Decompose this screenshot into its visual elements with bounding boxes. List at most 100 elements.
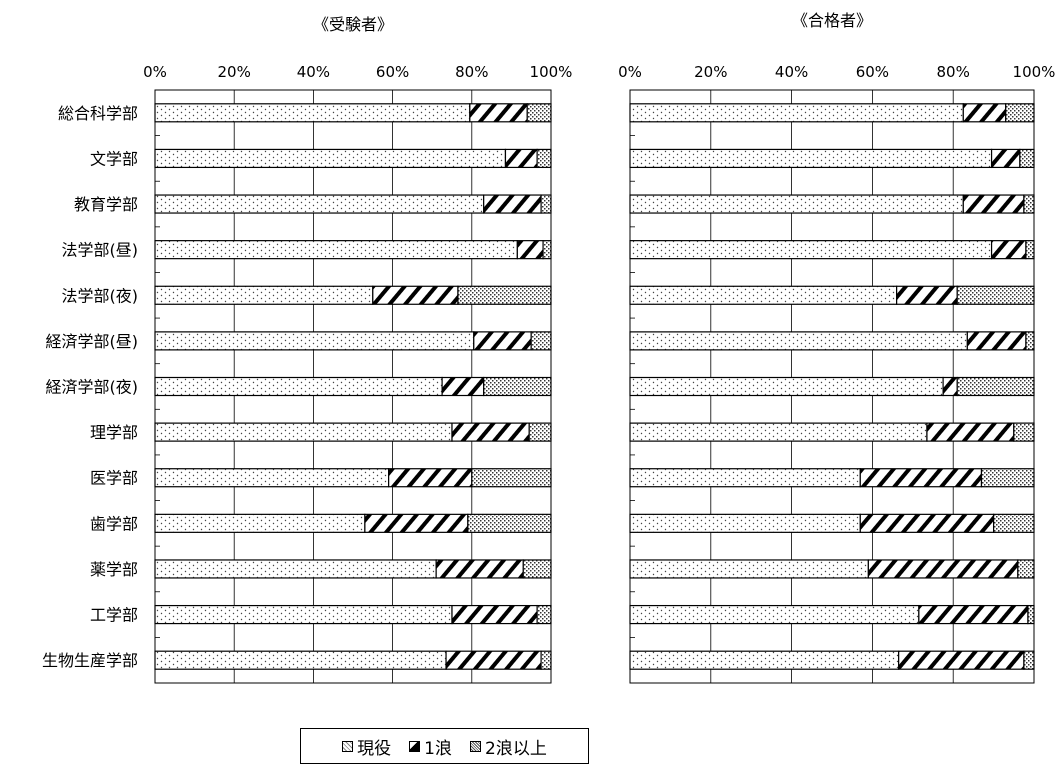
- examinees-bar-12-series-1: [445, 650, 542, 670]
- passers-bar-9-series-0: [629, 513, 861, 533]
- examinees-bar-4-series-1: [372, 285, 459, 305]
- examinees-bar-3-series-2: [542, 240, 552, 260]
- passers-bar-1-series-2: [1019, 148, 1035, 169]
- examinees-bar-10-series-1: [435, 559, 524, 579]
- passers-tick-label-0: 0%: [618, 63, 642, 81]
- examinees-bar-11-series-1: [451, 604, 538, 625]
- passers-bar-10-series-1: [867, 559, 1019, 579]
- examinees-bar-0-series-1: [469, 103, 528, 123]
- examinees-tick-label-2: 40%: [297, 63, 330, 81]
- legend-item-genneki: 現役: [342, 734, 391, 759]
- examinees-bar-7-series-1: [451, 422, 530, 442]
- examinees-tick-label-5: 100%: [530, 63, 573, 81]
- examinees-bar-10-series-2: [522, 559, 552, 579]
- passers-tick-label-2: 40%: [775, 63, 808, 81]
- passers-bar-3-series-2: [1025, 240, 1035, 260]
- category-label-11: 工学部: [90, 606, 138, 625]
- examinees-bar-5-series-0: [154, 331, 475, 351]
- passers-bar-5-series-0: [629, 331, 968, 351]
- category-label-10: 薬学部: [90, 560, 138, 579]
- legend-swatch-genneki: [342, 740, 354, 752]
- examinees-bar-1-series-2: [536, 148, 552, 169]
- category-label-6: 経済学部(夜): [46, 378, 139, 397]
- examinees-bar-1-series-1: [504, 148, 538, 169]
- category-label-9: 歯学部: [90, 514, 138, 533]
- examinees-bar-4-series-0: [154, 285, 374, 305]
- passers-bar-4-series-0: [629, 285, 898, 305]
- passers-bar-0-series-0: [629, 103, 964, 123]
- passers-bar-2-series-2: [1023, 194, 1035, 214]
- legend-label-niro: 2浪以上: [485, 738, 547, 759]
- category-label-5: 経済学部(昼): [46, 332, 139, 351]
- examinees-bar-8-series-2: [471, 468, 552, 488]
- passers-bar-8-series-1: [859, 468, 983, 488]
- passers-bar-6-series-1: [942, 376, 958, 397]
- examinees-bar-7-series-2: [528, 422, 552, 442]
- passers-bar-8-series-2: [980, 468, 1035, 488]
- examinees-bar-7-series-0: [154, 422, 453, 442]
- passers-bar-9-series-1: [859, 513, 995, 533]
- passers-tick-label-5: 100%: [1013, 63, 1056, 81]
- passers-bar-11-series-2: [1027, 604, 1035, 625]
- examinees-tick-label-1: 20%: [218, 63, 251, 81]
- examinees-bar-0-series-2: [526, 103, 552, 123]
- examinees-bar-5-series-2: [530, 331, 552, 351]
- legend-item-niro: 2浪以上: [470, 734, 547, 759]
- examinees-bar-11-series-2: [536, 604, 552, 625]
- legend-label-ichiro: 1浪: [424, 738, 452, 759]
- examinees-title: 《受験者》: [313, 15, 393, 34]
- passers-bar-5-series-2: [1025, 331, 1035, 351]
- examinees-bar-3-series-0: [154, 240, 518, 260]
- legend-item-ichiro: 1浪: [409, 734, 452, 759]
- passers-bar-7-series-1: [926, 422, 1015, 442]
- examinees-bar-1-series-0: [154, 148, 507, 169]
- examinees-bar-9-series-2: [467, 513, 552, 533]
- passers-tick-label-4: 80%: [937, 63, 970, 81]
- examinees-bar-2-series-1: [483, 194, 542, 214]
- passers-bar-9-series-2: [992, 513, 1035, 533]
- passers-bar-0-series-1: [962, 103, 1007, 123]
- passers-bar-6-series-2: [956, 376, 1035, 397]
- examinees-bar-0-series-0: [154, 103, 471, 123]
- category-label-3: 法学部(昼): [62, 241, 139, 260]
- examinees-bar-4-series-2: [457, 285, 552, 305]
- examinees-bar-9-series-0: [154, 513, 366, 533]
- passers-bar-3-series-0: [629, 240, 993, 260]
- category-label-7: 理学部: [90, 423, 138, 442]
- category-label-8: 医学部: [90, 469, 138, 488]
- passers-bar-8-series-0: [629, 468, 861, 488]
- category-label-4: 法学部(夜): [62, 286, 139, 305]
- legend-swatch-ichiro: [409, 740, 421, 752]
- passers-tick-label-1: 20%: [694, 63, 727, 81]
- passers-bar-2-series-0: [629, 194, 964, 214]
- examinees-bar-12-series-0: [154, 650, 447, 670]
- examinees-bar-12-series-2: [540, 650, 552, 670]
- passers-bar-10-series-0: [629, 559, 869, 579]
- passers-bar-10-series-2: [1017, 559, 1035, 579]
- passers-bar-4-series-1: [896, 285, 958, 305]
- examinees-bar-6-series-0: [154, 376, 443, 397]
- examinees-bar-6-series-2: [483, 376, 552, 397]
- examinees-bar-5-series-1: [473, 331, 532, 351]
- chart-examinees: 《受験者》 0% 20% 40% 60% 80% 100% 総合科学部文学部教育学部法学部(昼…: [42, 15, 573, 684]
- passers-bar-5-series-1: [966, 331, 1027, 351]
- legend-swatch-niro: [470, 740, 481, 752]
- passers-bar-7-series-2: [1013, 422, 1035, 442]
- passers-bar-12-series-2: [1023, 650, 1035, 670]
- passers-bar-11-series-1: [918, 604, 1029, 625]
- examinees-bar-8-series-1: [388, 468, 473, 488]
- passers-bar-4-series-2: [956, 285, 1035, 305]
- passers-bar-12-series-1: [898, 650, 1025, 670]
- examinees-bar-3-series-1: [516, 240, 544, 260]
- examinees-tick-label-0: 0%: [143, 63, 167, 81]
- passers-bar-1-series-0: [629, 148, 993, 169]
- legend-label-genneki: 現役: [357, 738, 392, 759]
- category-label-2: 教育学部: [74, 195, 138, 214]
- passers-bar-3-series-1: [990, 240, 1027, 260]
- examinees-bar-2-series-0: [154, 194, 485, 214]
- chart-passers: 《合格者》 0% 20% 40% 60% 80% 100%: [618, 11, 1056, 684]
- examinees-tick-label-3: 60%: [376, 63, 409, 81]
- chart-canvas: 《受験者》 0% 20% 40% 60% 80% 100% 総合科学部文学部教育学部法学部(昼…: [42, 11, 1056, 684]
- legend: 現役 1浪 2浪以上: [300, 728, 589, 764]
- examinees-bar-2-series-2: [540, 194, 552, 214]
